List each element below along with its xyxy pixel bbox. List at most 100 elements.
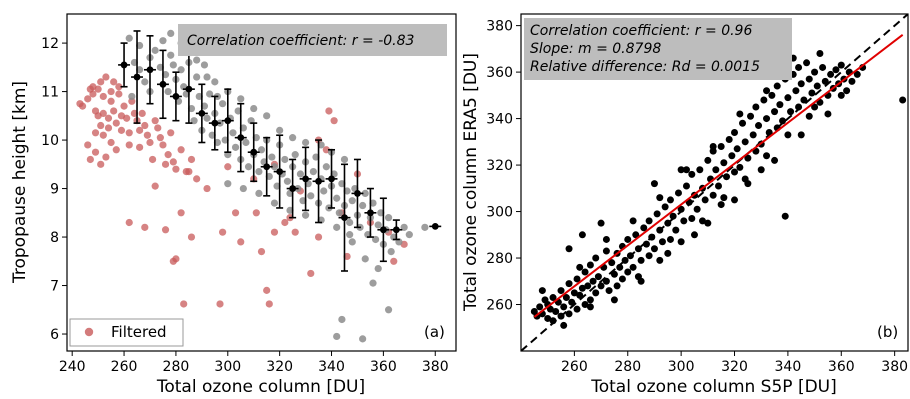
mean-marker: [328, 175, 335, 183]
kept-point: [301, 211, 310, 219]
kept-point: [270, 199, 279, 207]
data-point: [610, 296, 618, 304]
panel-b-y-axis-label: Total ozone column ERA5 [DU]: [461, 53, 481, 312]
filtered-point: [307, 269, 315, 278]
data-point: [731, 129, 739, 137]
data-point: [779, 117, 787, 125]
data-point: [744, 180, 752, 188]
data-point: [602, 247, 610, 255]
binned-mean: [169, 71, 182, 122]
filtered-point: [180, 300, 188, 308]
data-point: [763, 152, 771, 160]
mean-marker: [379, 226, 387, 234]
data-point: [645, 217, 653, 225]
kept-point: [167, 51, 175, 59]
data-point: [792, 87, 800, 95]
filtered-point: [151, 117, 159, 125]
data-point: [760, 96, 768, 104]
data-point: [696, 166, 704, 174]
binned-mean: [195, 83, 208, 144]
data-point: [637, 256, 645, 264]
kept-point: [164, 87, 172, 96]
mean-marker: [341, 214, 348, 222]
data-point: [733, 145, 741, 153]
x-tick-label: 320: [721, 359, 748, 375]
kept-point: [374, 221, 382, 229]
data-point: [536, 303, 544, 311]
data-point: [568, 298, 576, 306]
data-point: [669, 212, 677, 220]
filtered-point: [237, 238, 245, 246]
data-point: [813, 82, 821, 90]
filtered-point: [172, 255, 180, 263]
kept-point: [268, 153, 276, 161]
filtered-point: [156, 134, 164, 142]
filtered-point: [110, 78, 118, 86]
data-point: [795, 103, 803, 111]
binned-mean: [221, 88, 234, 153]
data-point: [672, 226, 680, 234]
data-point: [741, 138, 749, 146]
data-point: [784, 131, 792, 139]
x-tick-label: 340: [775, 359, 802, 375]
kept-point: [340, 155, 349, 164]
x-tick-label: 280: [614, 359, 641, 375]
filtered-point: [102, 153, 110, 161]
filtered-point: [161, 226, 170, 234]
x-tick-label: 380: [881, 359, 908, 375]
data-point: [682, 182, 690, 190]
data-point: [717, 142, 725, 150]
data-point: [803, 59, 811, 67]
filtered-point: [263, 286, 271, 294]
kept-point: [193, 56, 201, 64]
data-point: [771, 156, 779, 164]
panel-a-y-ticks: 6 7 8 9 10 11 12: [41, 36, 67, 343]
data-point: [832, 66, 840, 74]
kept-point: [348, 238, 356, 246]
filtered-point: [314, 233, 323, 241]
filtered-point: [231, 209, 240, 217]
y-tick-label: 380: [486, 19, 513, 35]
binned-mean: [144, 35, 156, 105]
data-point: [701, 196, 709, 204]
panel-a-y-axis-label: Tropopause height [km]: [10, 81, 30, 284]
y-tick-label: 360: [486, 65, 513, 81]
data-point: [664, 219, 672, 227]
kept-point: [289, 134, 297, 142]
filtered-point: [136, 143, 144, 151]
filtered-point: [97, 78, 105, 86]
data-point: [560, 303, 568, 311]
kept-point: [346, 218, 354, 227]
data-point: [712, 166, 720, 174]
filtered-point: [148, 155, 157, 164]
binned-mean: [247, 122, 260, 183]
filtered-point: [154, 124, 162, 132]
kept-point: [159, 37, 167, 45]
kept-point: [346, 231, 354, 239]
data-point: [787, 108, 795, 116]
data-point: [848, 77, 856, 85]
kept-point: [193, 73, 201, 81]
panel-b-label: (b): [877, 323, 898, 341]
filtered-point: [99, 131, 107, 139]
data-point: [589, 277, 597, 285]
x-tick-label: 260: [561, 359, 588, 375]
filtered-point: [159, 141, 167, 149]
y-tick-label: 320: [486, 158, 513, 174]
filtered-point: [169, 158, 177, 166]
data-point: [632, 231, 640, 239]
filtered-point: [125, 141, 133, 149]
data-point: [640, 224, 648, 232]
data-point: [653, 210, 661, 218]
data-point: [605, 287, 613, 295]
kept-point: [263, 112, 271, 120]
binned-mean: [131, 30, 143, 124]
data-point: [602, 235, 610, 243]
data-point: [690, 231, 698, 239]
kept-point: [231, 143, 240, 151]
kept-point: [239, 184, 247, 193]
filtered-point: [115, 83, 123, 91]
data-point: [723, 173, 731, 181]
legend-label-filtered: Filtered: [111, 323, 167, 341]
filtered-point: [187, 155, 196, 164]
